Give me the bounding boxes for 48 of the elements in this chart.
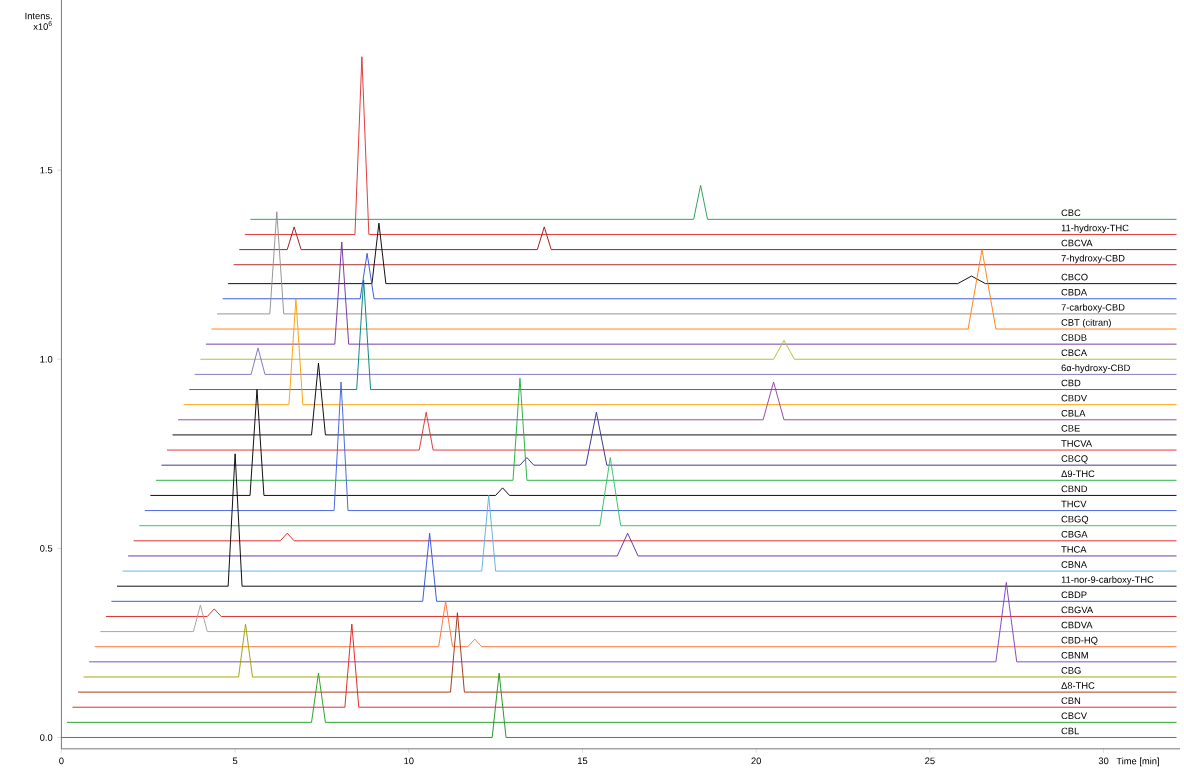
- series-label: THCV: [1061, 500, 1087, 508]
- x-tick-label: 10: [404, 757, 414, 765]
- series-label: CBCQ: [1061, 455, 1088, 464]
- series-label: CBGA: [1061, 530, 1088, 538]
- series-label: CBE: [1061, 424, 1080, 432]
- series-label: CBT (citran): [1061, 318, 1111, 328]
- series-label: CBDB: [1061, 334, 1087, 341]
- series-label: CBD: [1061, 379, 1081, 387]
- series-label: CBGVA: [1061, 606, 1094, 614]
- series-label: CBG: [1061, 667, 1081, 674]
- series-label: CBLA: [1061, 409, 1086, 417]
- series-label: CBGQ: [1061, 515, 1089, 525]
- y-tick-label: 1.5: [40, 166, 53, 174]
- series-label: CBC: [1061, 209, 1081, 216]
- x-tick-label: 5: [232, 757, 238, 764]
- series-label: CBDV: [1061, 394, 1087, 402]
- series-label: 11-nor-9-carboxy-THC: [1061, 576, 1154, 585]
- series-label: 11-hydroxy-THC: [1061, 224, 1129, 233]
- series-label: CBN: [1061, 697, 1081, 704]
- series-label: CBCO: [1061, 273, 1088, 281]
- series-label: 7-carboxy-CBD: [1061, 303, 1125, 313]
- series-label: CBDVA: [1061, 621, 1093, 629]
- series-label: CBCVA: [1061, 239, 1093, 247]
- y-axis-title: Intens. x10$^{6}$: [25, 12, 52, 30]
- series-label: Δ9-THC: [1061, 470, 1095, 477]
- y-tick-label: 0.5: [40, 544, 53, 552]
- series-label: CBDP: [1061, 591, 1087, 598]
- x-tick-label: 15: [578, 757, 588, 764]
- series-label: 7-hydroxy-CBD: [1061, 254, 1125, 264]
- x-tick-label: 25: [925, 757, 935, 765]
- series-label: CBCV: [1061, 712, 1087, 720]
- x-tick-label: 30: [1098, 757, 1109, 765]
- series-label: THCVA: [1061, 440, 1093, 447]
- series-label: 6α-hydroxy-CBD: [1061, 364, 1130, 373]
- series-label: CBND: [1061, 485, 1088, 493]
- x-axis-title: Time [min]: [1116, 757, 1159, 767]
- x-tick-label: 0: [59, 757, 64, 765]
- series-label: CBNM: [1061, 651, 1088, 659]
- y-tick-label: 1.0: [40, 355, 53, 363]
- series-label: CBD-HQ: [1061, 636, 1098, 646]
- x-tick-label: 20: [751, 757, 762, 765]
- series-label: CBCA: [1061, 349, 1088, 356]
- series-label: CBL: [1061, 727, 1079, 735]
- series-label: CBNA: [1061, 561, 1088, 568]
- y-tick-label: 0.0: [40, 734, 53, 741]
- series-label: Δ8-THC: [1061, 682, 1095, 689]
- series-label: CBDA: [1061, 288, 1088, 296]
- series-label: THCA: [1061, 546, 1087, 553]
